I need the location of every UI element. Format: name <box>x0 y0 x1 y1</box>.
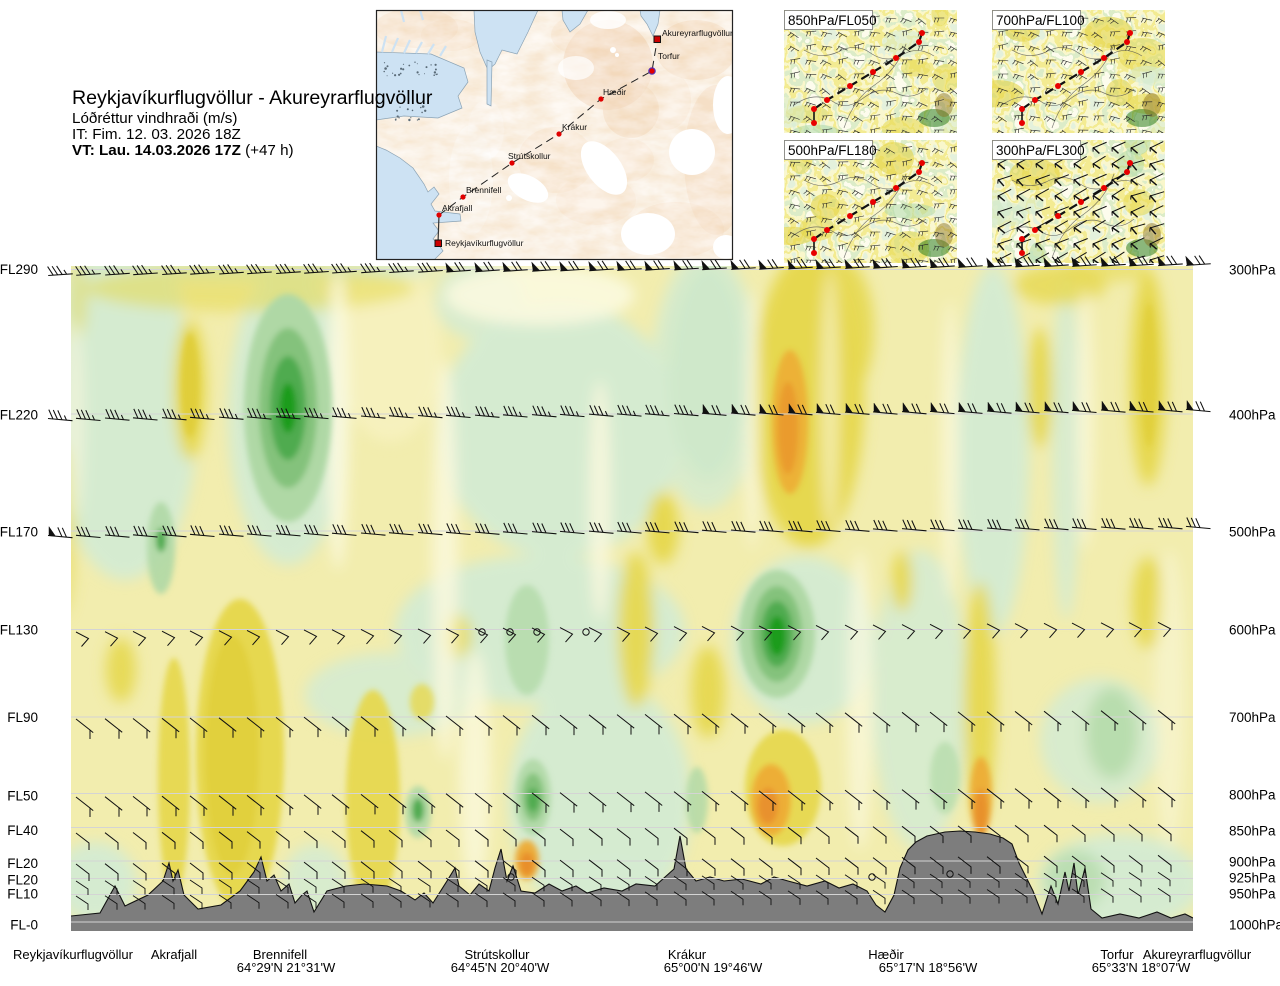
svg-text:500hPa/FL180: 500hPa/FL180 <box>788 143 877 158</box>
svg-text:Brennifell: Brennifell <box>253 947 307 962</box>
svg-text:Hæðir: Hæðir <box>603 87 626 97</box>
svg-text:925hPa: 925hPa <box>1229 871 1276 886</box>
svg-text:FL-0: FL-0 <box>10 918 38 933</box>
svg-text:300hPa/FL300: 300hPa/FL300 <box>996 143 1085 158</box>
svg-text:FL220: FL220 <box>0 408 38 423</box>
svg-text:Torfur: Torfur <box>1100 947 1134 962</box>
svg-text:FL170: FL170 <box>0 525 38 540</box>
svg-text:Strútskollur: Strútskollur <box>464 947 530 962</box>
svg-text:65°33'N 18°07'W: 65°33'N 18°07'W <box>1092 960 1191 975</box>
svg-text:900hPa: 900hPa <box>1229 855 1276 870</box>
svg-text:FL20: FL20 <box>7 873 38 888</box>
svg-text:Torfur: Torfur <box>658 51 680 61</box>
svg-text:Krákur: Krákur <box>668 947 707 962</box>
svg-text:Reykjavíkurflugvöllur: Reykjavíkurflugvöllur <box>445 238 524 248</box>
svg-text:700hPa/FL100: 700hPa/FL100 <box>996 13 1085 28</box>
svg-text:Strútskollur: Strútskollur <box>508 151 551 161</box>
svg-text:Hæðir: Hæðir <box>868 947 904 962</box>
svg-text:300hPa: 300hPa <box>1229 263 1276 278</box>
svg-text:FL290: FL290 <box>0 262 38 277</box>
svg-text:64°45'N 20°40'W: 64°45'N 20°40'W <box>451 960 550 975</box>
svg-text:FL20: FL20 <box>7 856 38 871</box>
svg-text:850hPa/FL050: 850hPa/FL050 <box>788 13 877 28</box>
svg-text:Brennifell: Brennifell <box>466 185 502 195</box>
svg-text:Krákur: Krákur <box>562 122 587 132</box>
svg-text:700hPa: 700hPa <box>1229 710 1276 725</box>
svg-text:Reykjavíkurflugvöllur: Reykjavíkurflugvöllur <box>13 947 134 962</box>
svg-text:Reykjavíkurflugvöllur - Akurey: Reykjavíkurflugvöllur - Akureyrarflugvöl… <box>72 87 433 109</box>
svg-text:Lóðréttur vindhraði (m/s): Lóðréttur vindhraði (m/s) <box>72 110 237 127</box>
svg-text:VT: Lau. 14.03.2026 17Z (+47 h: VT: Lau. 14.03.2026 17Z (+47 h) <box>72 142 294 159</box>
svg-text:Akureyrarflugvöllur: Akureyrarflugvöllur <box>1143 947 1252 962</box>
svg-text:FL130: FL130 <box>0 623 38 638</box>
svg-text:1000hPa: 1000hPa <box>1229 918 1280 933</box>
svg-text:FL40: FL40 <box>7 823 38 838</box>
svg-text:400hPa: 400hPa <box>1229 408 1276 423</box>
svg-text:64°29'N 21°31'W: 64°29'N 21°31'W <box>237 960 336 975</box>
svg-text:850hPa: 850hPa <box>1229 824 1276 839</box>
svg-text:800hPa: 800hPa <box>1229 788 1276 803</box>
svg-text:600hPa: 600hPa <box>1229 623 1276 638</box>
svg-text:FL90: FL90 <box>7 710 38 725</box>
svg-text:65°17'N 18°56'W: 65°17'N 18°56'W <box>879 960 978 975</box>
svg-text:FL50: FL50 <box>7 789 38 804</box>
svg-text:Akrafjall: Akrafjall <box>151 947 197 962</box>
svg-text:Akrafjall: Akrafjall <box>442 203 472 213</box>
svg-text:950hPa: 950hPa <box>1229 887 1276 902</box>
svg-text:500hPa: 500hPa <box>1229 525 1276 540</box>
svg-text:Akureyrarflugvöllur: Akureyrarflugvöllur <box>662 28 733 38</box>
svg-text:FL10: FL10 <box>7 887 38 902</box>
svg-text:IT: Fim. 12. 03. 2026 18Z: IT: Fim. 12. 03. 2026 18Z <box>72 126 241 143</box>
svg-text:65°00'N 19°46'W: 65°00'N 19°46'W <box>664 960 763 975</box>
